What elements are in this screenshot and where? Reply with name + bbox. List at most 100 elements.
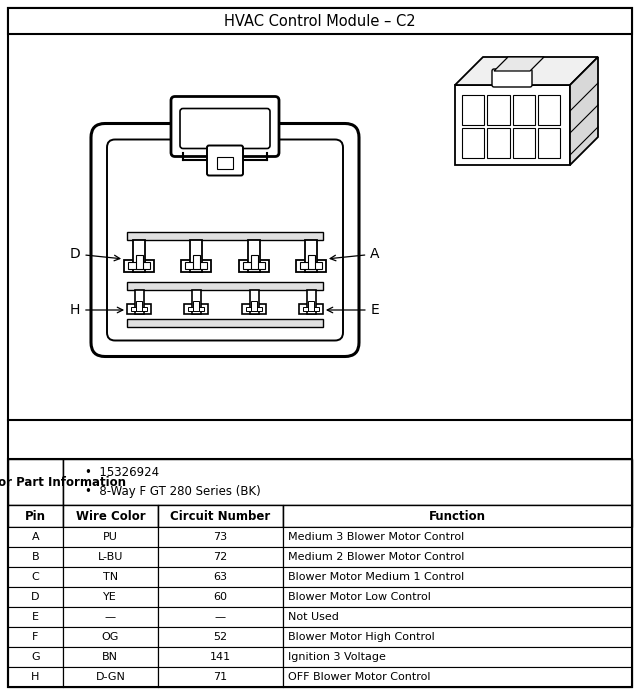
Bar xyxy=(184,304,208,314)
Bar xyxy=(307,290,316,314)
Bar xyxy=(300,262,322,269)
Bar xyxy=(305,240,317,272)
Text: YE: YE xyxy=(104,592,117,602)
Text: Blower Motor Medium 1 Control: Blower Motor Medium 1 Control xyxy=(287,572,464,582)
Bar xyxy=(63,627,157,647)
Bar xyxy=(251,301,257,311)
Bar xyxy=(157,505,283,527)
Text: HVAC Control Module – C2: HVAC Control Module – C2 xyxy=(224,13,416,28)
Bar xyxy=(250,290,259,314)
Text: 141: 141 xyxy=(209,652,231,662)
Polygon shape xyxy=(494,57,544,71)
Bar xyxy=(303,307,319,311)
Bar xyxy=(181,260,211,272)
Text: 52: 52 xyxy=(213,632,227,642)
Text: 71: 71 xyxy=(213,672,227,682)
Bar xyxy=(193,301,199,311)
FancyBboxPatch shape xyxy=(171,97,279,156)
Text: —: — xyxy=(214,612,226,622)
Bar xyxy=(283,667,632,687)
Text: H: H xyxy=(31,672,40,682)
Bar xyxy=(308,301,314,311)
Bar xyxy=(128,262,150,269)
Bar xyxy=(131,307,147,311)
Bar xyxy=(283,647,632,667)
Text: D: D xyxy=(70,247,120,261)
Bar xyxy=(124,260,154,272)
Bar xyxy=(190,240,202,272)
Bar xyxy=(63,667,157,687)
Bar xyxy=(8,527,63,547)
Bar xyxy=(157,547,283,567)
Bar xyxy=(283,587,632,607)
Text: OG: OG xyxy=(102,632,119,642)
Bar xyxy=(462,95,484,125)
Bar xyxy=(133,240,145,272)
Bar xyxy=(487,95,509,125)
Text: D-GN: D-GN xyxy=(95,672,125,682)
Bar xyxy=(63,567,157,587)
Bar xyxy=(63,459,632,505)
Bar xyxy=(487,128,509,158)
Bar xyxy=(455,85,570,165)
Bar xyxy=(283,547,632,567)
Bar xyxy=(8,8,632,34)
Text: Wire Color: Wire Color xyxy=(76,509,145,523)
Text: •  8-Way F GT 280 Series (BK): • 8-Way F GT 280 Series (BK) xyxy=(85,484,260,498)
Bar xyxy=(8,459,632,687)
FancyBboxPatch shape xyxy=(91,124,359,357)
Text: 72: 72 xyxy=(213,552,227,562)
Bar xyxy=(63,607,157,627)
Bar xyxy=(63,647,157,667)
Text: 73: 73 xyxy=(213,532,227,542)
Text: G: G xyxy=(31,652,40,662)
Bar xyxy=(296,260,326,272)
Bar xyxy=(283,627,632,647)
Text: OFF Blower Motor Control: OFF Blower Motor Control xyxy=(287,672,430,682)
Text: E: E xyxy=(327,303,380,317)
Bar xyxy=(157,527,283,547)
Bar xyxy=(157,667,283,687)
Bar xyxy=(8,505,63,527)
Text: Function: Function xyxy=(429,509,486,523)
Bar xyxy=(283,505,632,527)
Bar xyxy=(191,290,200,314)
Bar xyxy=(157,567,283,587)
Bar xyxy=(8,547,63,567)
Text: Medium 2 Blower Motor Control: Medium 2 Blower Motor Control xyxy=(287,552,464,562)
Bar xyxy=(8,567,63,587)
Bar xyxy=(63,527,157,547)
Bar xyxy=(299,304,323,314)
Bar xyxy=(185,262,207,269)
Text: BN: BN xyxy=(102,652,118,662)
Text: L-BU: L-BU xyxy=(98,552,123,562)
Text: H: H xyxy=(70,303,123,317)
FancyBboxPatch shape xyxy=(207,145,243,176)
FancyBboxPatch shape xyxy=(180,108,270,149)
Bar xyxy=(157,627,283,647)
Text: E: E xyxy=(32,612,39,622)
Bar xyxy=(246,307,262,311)
Bar xyxy=(157,647,283,667)
Bar xyxy=(248,240,260,272)
Bar xyxy=(462,128,484,158)
Bar xyxy=(8,627,63,647)
Bar xyxy=(307,255,314,269)
Bar xyxy=(136,301,142,311)
Bar xyxy=(127,318,323,327)
Text: •  15326924: • 15326924 xyxy=(85,466,159,478)
Bar xyxy=(250,255,257,269)
Bar xyxy=(217,156,233,168)
Bar xyxy=(157,587,283,607)
Text: Not Used: Not Used xyxy=(287,612,339,622)
Bar xyxy=(127,282,323,290)
Bar xyxy=(157,607,283,627)
Bar xyxy=(127,232,323,240)
Bar xyxy=(283,527,632,547)
Text: Connector Part Information: Connector Part Information xyxy=(0,475,127,489)
Text: Medium 3 Blower Motor Control: Medium 3 Blower Motor Control xyxy=(287,532,464,542)
Text: Pin: Pin xyxy=(25,509,46,523)
Text: PU: PU xyxy=(103,532,118,542)
Bar xyxy=(538,95,560,125)
Text: Blower Motor Low Control: Blower Motor Low Control xyxy=(287,592,431,602)
